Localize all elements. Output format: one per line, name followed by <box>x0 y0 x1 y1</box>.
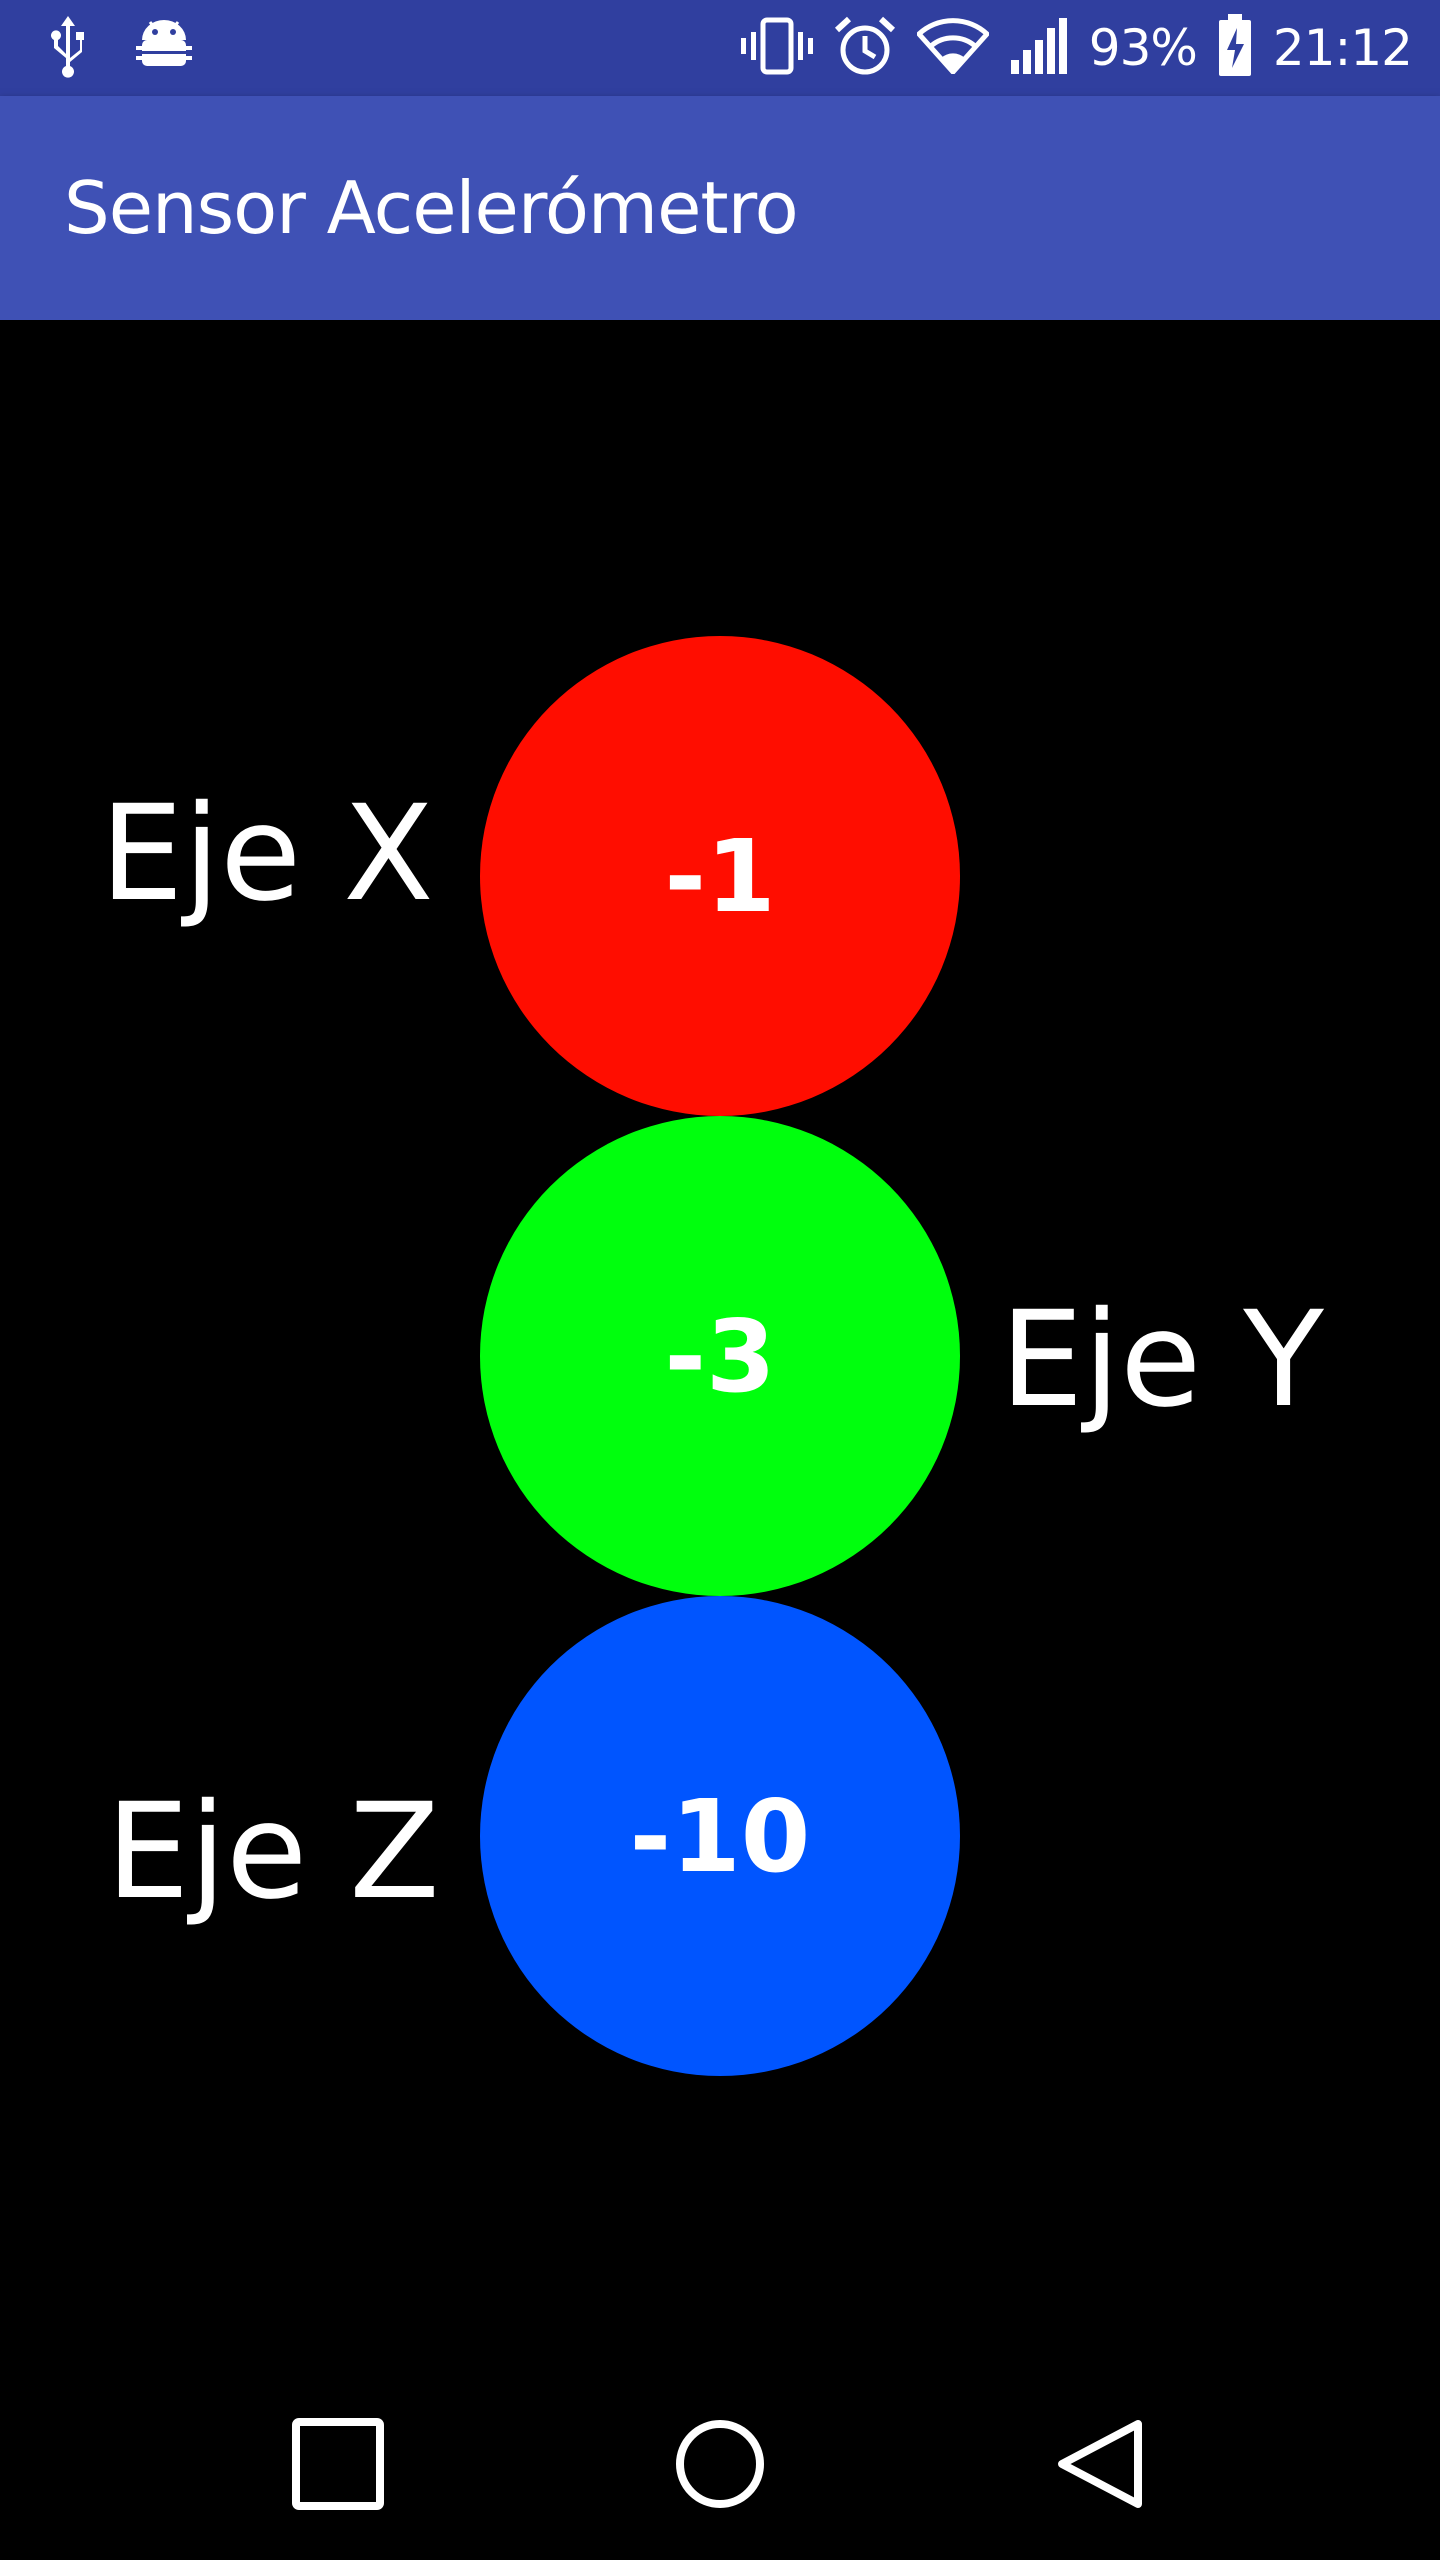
axis-z-circle: -10 <box>480 1596 960 2076</box>
axis-x-circle: -1 <box>480 636 960 1116</box>
axis-z-value: -10 <box>629 1777 811 1895</box>
axis-x-value: -1 <box>664 817 776 935</box>
axis-x-label: Eje X <box>100 777 434 931</box>
usb-icon <box>48 14 88 83</box>
wifi-icon <box>915 17 991 79</box>
status-time: 21:12 <box>1272 19 1413 77</box>
back-icon <box>1058 2420 1142 2508</box>
axis-y-label: Eje Y <box>1000 1283 1324 1437</box>
vibrate-icon <box>740 16 813 81</box>
battery-percent: 93% <box>1088 19 1198 77</box>
status-bar: 93% 21:12 <box>0 0 1440 96</box>
status-right-icons: 93% 21:12 <box>740 10 1413 86</box>
home-button[interactable] <box>600 2368 840 2560</box>
android-debug-icon <box>136 18 192 79</box>
home-icon <box>676 2420 764 2508</box>
alarm-icon <box>833 14 897 83</box>
recents-icon <box>292 2418 384 2510</box>
app-title: Sensor Acelerómetro <box>64 166 799 250</box>
battery-charging-icon <box>1217 13 1253 83</box>
accelerometer-view: Eje X -1 -3 Eje Y Eje Z -10 <box>0 320 1440 2368</box>
navigation-bar <box>0 2368 1440 2560</box>
signal-icon <box>1009 16 1069 81</box>
back-button[interactable] <box>980 2368 1220 2560</box>
status-left-icons <box>48 14 192 83</box>
recents-button[interactable] <box>218 2368 458 2560</box>
axis-z-label: Eje Z <box>106 1775 440 1929</box>
app-bar: Sensor Acelerómetro <box>0 96 1440 320</box>
axis-y-value: -3 <box>664 1297 776 1415</box>
axis-y-circle: -3 <box>480 1116 960 1596</box>
